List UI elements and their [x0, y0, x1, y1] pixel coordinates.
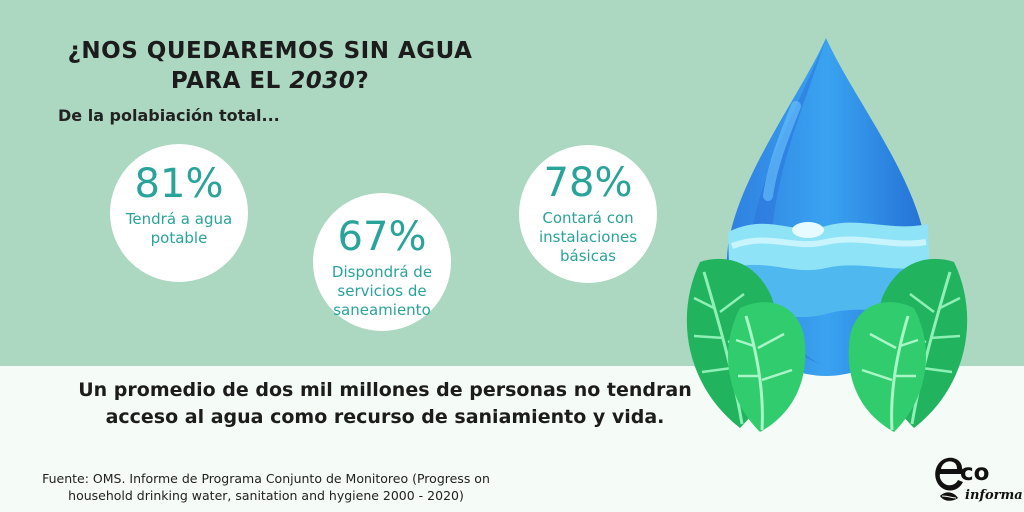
eco-logo: co informa [932, 452, 1023, 510]
bottom-background [0, 366, 1024, 512]
summary-text: Un promedio de dos mil millones de perso… [70, 377, 700, 431]
stat-desc-line: Contará con [542, 209, 634, 227]
stat-desc-line: Dispondrá de [331, 263, 433, 281]
subtitle: De la polabiación total... [58, 106, 280, 125]
stat-percent: 67% [337, 214, 427, 260]
stat-desc-line: servicios de [337, 282, 427, 300]
summary-line-2: acceso al agua como recurso de saniamien… [105, 406, 665, 428]
source-line-1: Fuente: OMS. Informe de Programa Conjunt… [42, 471, 490, 486]
eco-logo-icon [935, 457, 963, 501]
stat-description: Tendrá a agua potable [110, 210, 248, 248]
stat-desc-line: saneamiento [333, 301, 431, 319]
stat-circle-sanitation: 67% Dispondrá de servicios de saneamient… [313, 193, 451, 331]
source-line-2: household drinking water, sanitation and… [68, 488, 464, 503]
stat-desc-line: Tendrá a agua [125, 210, 233, 228]
water-drop-icon [686, 38, 968, 432]
title-year: 2030 [289, 68, 356, 94]
stat-circle-facilities: 78% Contará con instalaciones básicas [519, 145, 657, 283]
stat-desc-line: potable [150, 229, 208, 247]
logo-text-informa: informa [965, 488, 1023, 503]
title-line-2: PARA EL 2030? [60, 66, 480, 96]
logo-text-co: co [960, 460, 990, 486]
stat-percent: 81% [134, 161, 224, 207]
stat-description: Contará con instalaciones básicas [519, 209, 657, 266]
summary-line-1: Un promedio de dos mil millones de perso… [78, 379, 692, 401]
stat-circle-water: 81% Tendrá a agua potable [110, 144, 248, 282]
stat-description: Dispondrá de servicios de saneamiento [313, 263, 451, 320]
stat-percent: 78% [543, 160, 633, 206]
stat-desc-line: instalaciones [538, 228, 638, 246]
title-prefix: PARA EL [170, 68, 290, 94]
page-title: ¿NOS QUEDAREMOS SIN AGUA PARA EL 2030? [60, 36, 480, 96]
title-suffix: ? [355, 68, 370, 94]
source-citation: Fuente: OMS. Informe de Programa Conjunt… [6, 470, 526, 504]
water-drop-illustration [680, 36, 980, 436]
title-line-1: ¿NOS QUEDAREMOS SIN AGUA [67, 38, 473, 64]
stat-desc-line: básicas [560, 247, 616, 265]
